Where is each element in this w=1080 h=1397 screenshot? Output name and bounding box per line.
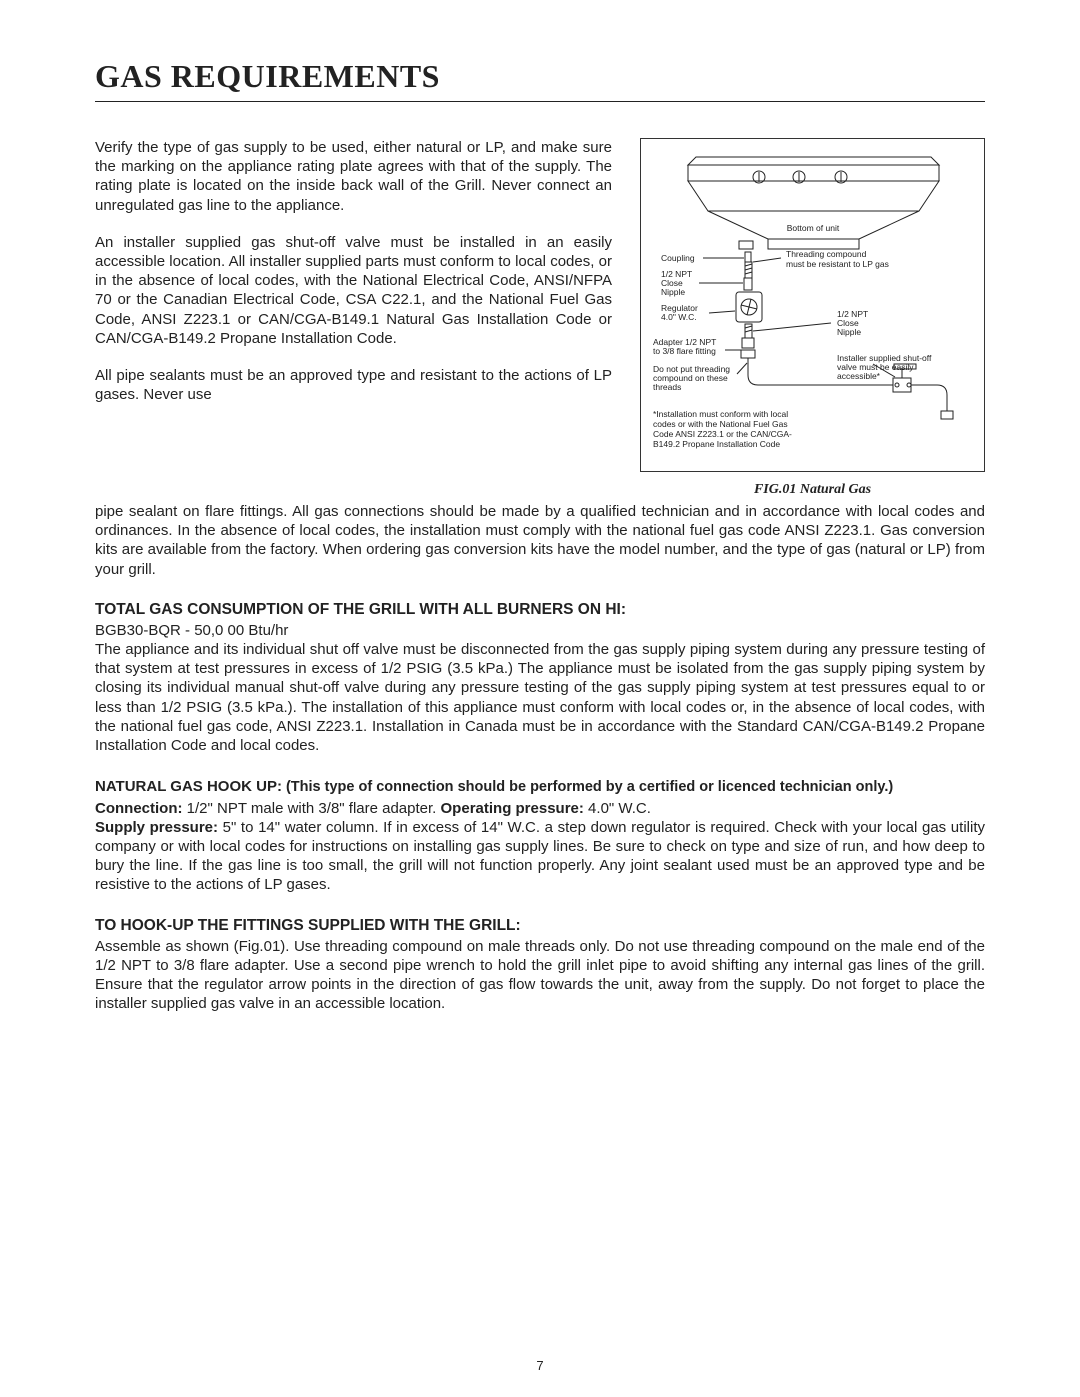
fig-label-foot-3: Code ANSI Z223.1 or the CAN/CGA- [653,429,792,439]
consumption-body: The appliance and its individual shut of… [95,640,985,755]
op-pressure-label: Operating pressure: [441,800,584,817]
natural-hookup-qual: (This type of connection should be perfo… [282,779,893,795]
page: GAS REQUIREMENTS Verify the type of gas … [0,0,1080,1397]
fig-label-foot-4: B149.2 Propane Installation Code [653,439,780,449]
page-title: GAS REQUIREMENTS [95,58,985,95]
consumption-model: BGB30-BQR - 50,0 00 Btu/hr [95,621,985,640]
supply-body: 5" to 14" water column. If in excess of … [95,819,985,894]
paragraph-3b: pipe sealant on flare fittings. All gas … [95,502,985,579]
figure-column: Bottom of unit Coupling Threading compou… [640,138,985,498]
fig-label-foot-1: *Installation must conform with local [653,409,788,419]
connection-line: Connection: 1/2" NPT male with 3/8" flar… [95,799,985,818]
connection-label: Connection: [95,800,183,817]
fig-label-bottom: Bottom of unit [787,223,840,233]
op-pressure-value: 4.0" W.C. [584,800,651,817]
left-column: Verify the type of gas supply to be used… [95,138,612,404]
connection-value: 1/2" NPT male with 3/8" flare adapter. [183,800,441,817]
consumption-heading: TOTAL GAS CONSUMPTION OF THE GRILL WITH … [95,601,985,619]
hookup-heading: TO HOOK-UP THE FITTINGS SUPPLIED WITH TH… [95,917,985,935]
page-number: 7 [0,1358,1080,1373]
fig-label-foot-2: codes or with the National Fuel Gas [653,419,788,429]
fig-label-reg-2: 4.0" W.C. [661,312,697,322]
two-column-region: Verify the type of gas supply to be used… [95,138,985,498]
supply-pressure-body: Supply pressure: 5" to 14" water column.… [95,818,985,895]
fig-label-coupling: Coupling [661,253,695,263]
fig-label-threading-2: must be resistant to LP gas [786,259,889,269]
fig-label-nipple-r3: Nipple [837,327,861,337]
paragraph-3a: All pipe sealants must be an approved ty… [95,366,612,404]
fig-label-adapter-2: to 3/8 flare fitting [653,346,716,356]
figure-01: Bottom of unit Coupling Threading compou… [640,138,985,472]
fig-label-nipple-l3: Nipple [661,287,685,297]
fig-label-nothread-3: threads [653,382,681,392]
figure-caption: FIG.01 Natural Gas [640,482,985,498]
natural-hookup-block: NATURAL GAS HOOK UP: (This type of conne… [95,777,985,797]
fig-label-valve-3: accessible* [837,371,881,381]
hookup-body: Assemble as shown (Fig.01). Use threadin… [95,937,985,1014]
natural-hookup-heading: NATURAL GAS HOOK UP: [95,778,282,795]
paragraph-2: An installer supplied gas shut-off valve… [95,233,612,348]
paragraph-1: Verify the type of gas supply to be used… [95,138,612,215]
supply-label: Supply pressure: [95,819,218,836]
title-rule [95,101,985,102]
fig-label-threading-1: Threading compound [786,249,867,259]
